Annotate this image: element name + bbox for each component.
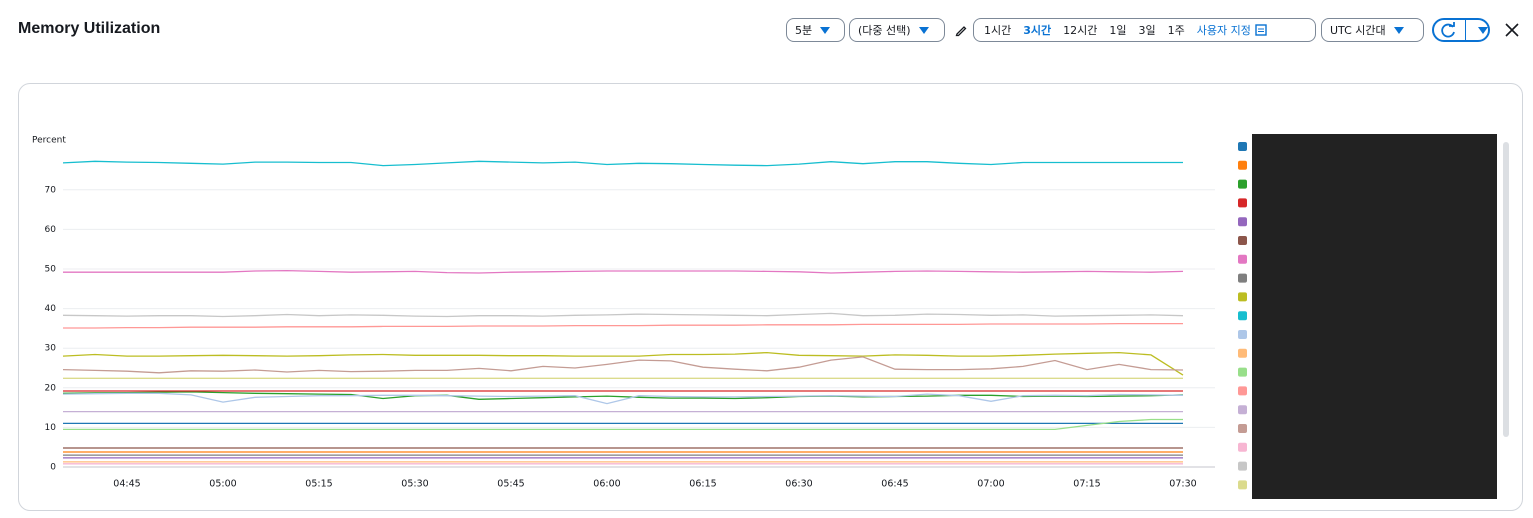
legend-swatch xyxy=(1238,254,1247,264)
legend-swatch xyxy=(1238,461,1247,471)
time-range-option[interactable]: 1일 xyxy=(1109,24,1127,37)
time-range-option[interactable]: 1시간 xyxy=(984,24,1012,37)
legend-swatch xyxy=(1238,217,1247,227)
legend-swatch xyxy=(1238,442,1247,452)
y-tick-label: 30 xyxy=(45,344,57,354)
x-tick-label: 05:30 xyxy=(401,479,428,490)
divider xyxy=(1465,20,1466,40)
legend-swatch xyxy=(1238,273,1247,283)
refresh-icon xyxy=(1441,22,1455,38)
x-tick-label: 05:15 xyxy=(305,479,332,490)
x-tick-label: 06:00 xyxy=(593,479,620,490)
widget-title: Memory Utilization xyxy=(18,20,161,37)
timezone-text: UTC 시간대 xyxy=(1330,24,1386,37)
x-tick-label: 05:45 xyxy=(497,479,524,490)
series-line xyxy=(62,392,1184,405)
refresh-button[interactable] xyxy=(1432,18,1490,42)
x-tick-label: 05:00 xyxy=(209,479,236,490)
series-line xyxy=(62,356,1184,374)
y-tick-label: 10 xyxy=(45,423,57,433)
legend-swatch xyxy=(1238,198,1247,208)
statistic-text: (다중 선택) xyxy=(858,24,911,37)
y-tick-label: 20 xyxy=(45,383,57,393)
legend-swatch xyxy=(1238,292,1247,302)
x-tick-label: 04:45 xyxy=(113,479,140,490)
custom-range[interactable]: 사용자 지정 xyxy=(1196,24,1251,37)
legend-swatch xyxy=(1238,367,1247,377)
legend-swatch xyxy=(1238,386,1247,396)
period-text: 5분 xyxy=(795,24,813,37)
legend-swatch xyxy=(1238,179,1247,189)
x-tick-label: 06:30 xyxy=(785,479,812,490)
time-range-option[interactable]: 1주 xyxy=(1167,24,1185,37)
calendar-icon xyxy=(1255,24,1267,36)
legend-swatch xyxy=(1238,348,1247,358)
y-tick-label: 0 xyxy=(50,463,56,473)
x-tick-label: 07:30 xyxy=(1169,479,1196,490)
y-tick-label: 60 xyxy=(45,225,57,235)
statistic-select[interactable]: (다중 선택) xyxy=(849,18,945,42)
series-line xyxy=(62,160,1183,167)
scrollbar xyxy=(1503,142,1509,437)
series-line xyxy=(62,312,1184,318)
y-tick-label: 40 xyxy=(45,304,57,314)
caret xyxy=(820,26,831,34)
series-line xyxy=(63,322,1183,329)
legend-swatch xyxy=(1238,424,1247,433)
edit-icon[interactable] xyxy=(954,23,968,37)
period-select[interactable]: 5분 xyxy=(786,18,845,42)
time-range-option[interactable]: 12시간 xyxy=(1063,24,1098,37)
caret xyxy=(918,26,929,34)
y-axis-label: Percent xyxy=(32,136,66,146)
series-line xyxy=(62,391,1184,400)
legend-swatch xyxy=(1238,142,1247,151)
legend-swatch xyxy=(1238,236,1247,245)
time-range-option[interactable]: 3시간 xyxy=(1023,24,1052,37)
time-range-option[interactable]: 3일 xyxy=(1138,24,1156,37)
time-range-group: 1시간 3시간 12시간 1일 3일 1주 사용자 지정 xyxy=(973,18,1316,42)
series-line xyxy=(62,351,1184,376)
legend-swatch xyxy=(1238,311,1247,321)
chart-panel xyxy=(18,83,1523,511)
x-tick-label: 06:15 xyxy=(689,479,716,490)
timezone-select[interactable]: UTC 시간대 xyxy=(1321,18,1424,42)
x-tick-label: 06:45 xyxy=(881,479,908,490)
caret xyxy=(1393,26,1404,34)
series-line xyxy=(63,418,1183,431)
x-tick-label: 07:15 xyxy=(1073,479,1100,490)
legend-swatch xyxy=(1238,160,1247,170)
redaction xyxy=(1252,134,1497,499)
caret xyxy=(1478,26,1488,34)
legend-swatch xyxy=(1238,405,1247,415)
y-tick-label: 50 xyxy=(45,265,57,275)
series-line xyxy=(63,269,1184,274)
y-tick-label: 70 xyxy=(45,185,57,195)
x-tick-label: 07:00 xyxy=(977,479,1004,490)
legend-swatch xyxy=(1238,330,1247,339)
legend-swatch xyxy=(1238,480,1247,490)
close-icon[interactable] xyxy=(1504,22,1520,38)
